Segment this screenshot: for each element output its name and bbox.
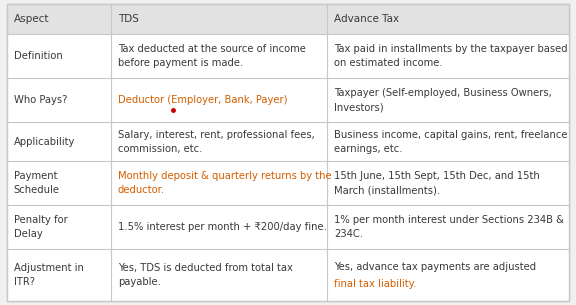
Text: Penalty for
Delay: Penalty for Delay bbox=[14, 215, 67, 239]
Text: Yes, advance tax payments are adjusted: Yes, advance tax payments are adjusted bbox=[334, 262, 540, 272]
Text: Payment
Schedule: Payment Schedule bbox=[14, 171, 60, 195]
Text: Who Pays?: Who Pays? bbox=[14, 95, 67, 106]
Text: 1% per month interest under Sections 234B &
234C.: 1% per month interest under Sections 234… bbox=[334, 215, 564, 239]
Text: Advance Tax: Advance Tax bbox=[334, 14, 399, 24]
Text: Salary, interest, rent, professional fees,
commission, etc.: Salary, interest, rent, professional fee… bbox=[118, 130, 314, 154]
Text: Applicability: Applicability bbox=[14, 137, 75, 147]
Text: Tax paid in installments by the taxpayer based
on estimated income.: Tax paid in installments by the taxpayer… bbox=[334, 44, 568, 68]
Bar bbox=[7, 78, 569, 122]
Text: TDS: TDS bbox=[118, 14, 139, 24]
Bar bbox=[7, 34, 569, 78]
Text: final tax liability.: final tax liability. bbox=[334, 279, 416, 289]
Text: Definition: Definition bbox=[14, 51, 63, 61]
Bar bbox=[7, 161, 569, 205]
Text: 15th June, 15th Sept, 15th Dec, and 15th
March (installments).: 15th June, 15th Sept, 15th Dec, and 15th… bbox=[334, 171, 540, 195]
Text: Monthly deposit & quarterly returns by the
deductor.: Monthly deposit & quarterly returns by t… bbox=[118, 171, 331, 195]
Text: Aspect: Aspect bbox=[14, 14, 50, 24]
Bar bbox=[7, 4, 569, 34]
Bar bbox=[7, 122, 569, 161]
Text: Tax deducted at the source of income
before payment is made.: Tax deducted at the source of income bef… bbox=[118, 44, 306, 68]
Text: 1.5% interest per month + ₹200/day fine.: 1.5% interest per month + ₹200/day fine. bbox=[118, 222, 327, 232]
Bar bbox=[7, 249, 569, 301]
Text: Adjustment in
ITR?: Adjustment in ITR? bbox=[14, 263, 84, 287]
Text: Deductor (Employer, Bank, Payer): Deductor (Employer, Bank, Payer) bbox=[118, 95, 287, 106]
Text: Taxpayer (Self-employed, Business Owners,
Investors): Taxpayer (Self-employed, Business Owners… bbox=[334, 88, 552, 113]
Text: Business income, capital gains, rent, freelance
earnings, etc.: Business income, capital gains, rent, fr… bbox=[334, 130, 568, 154]
Bar bbox=[7, 205, 569, 249]
Text: Yes, TDS is deducted from total tax
payable.: Yes, TDS is deducted from total tax paya… bbox=[118, 263, 293, 287]
